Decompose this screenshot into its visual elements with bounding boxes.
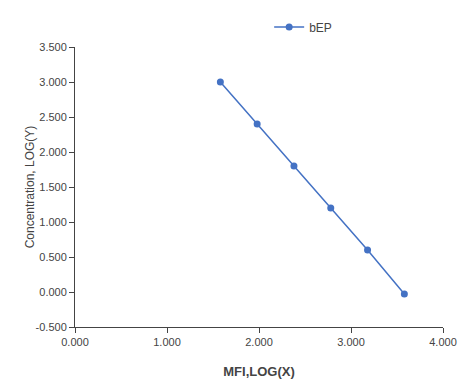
svg-text:Concentration, LOG(Y): Concentration, LOG(Y) (23, 126, 37, 249)
svg-text:2.000: 2.000 (39, 146, 67, 158)
svg-text:1.000: 1.000 (153, 336, 181, 348)
svg-text:1.500: 1.500 (39, 181, 67, 193)
svg-text:0.000: 0.000 (61, 336, 89, 348)
svg-text:2.000: 2.000 (245, 336, 273, 348)
svg-text:bEP: bEP (309, 21, 332, 35)
svg-text:2.500: 2.500 (39, 111, 67, 123)
svg-text:4.000: 4.000 (429, 336, 457, 348)
svg-text:0.000: 0.000 (39, 286, 67, 298)
svg-text:1.000: 1.000 (39, 216, 67, 228)
svg-text:3.500: 3.500 (39, 41, 67, 53)
svg-text:MFI,LOG(X): MFI,LOG(X) (223, 364, 295, 379)
svg-text:3.000: 3.000 (39, 76, 67, 88)
svg-text:3.000: 3.000 (337, 336, 365, 348)
svg-text:0.500: 0.500 (39, 251, 67, 263)
svg-text:-0.500: -0.500 (36, 321, 67, 333)
